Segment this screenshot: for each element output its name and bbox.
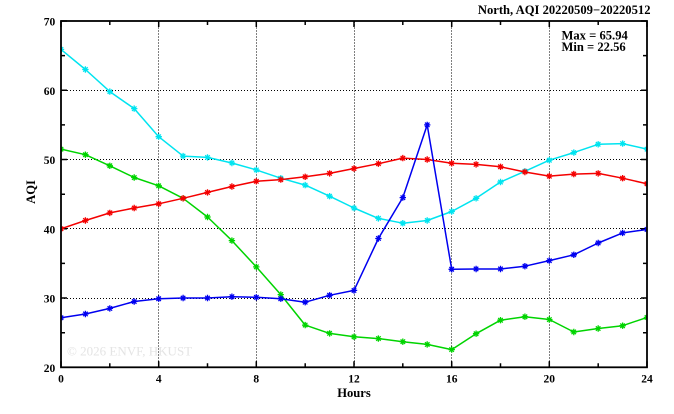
svg-text:North, AQI 20220509−20220512: North, AQI 20220509−20220512 [478, 3, 651, 17]
svg-text:Hours: Hours [337, 386, 371, 400]
svg-text:70: 70 [44, 17, 56, 29]
svg-text:20: 20 [544, 374, 556, 386]
svg-text:30: 30 [44, 294, 56, 306]
svg-text:AQI: AQI [24, 180, 38, 204]
svg-text:50: 50 [44, 155, 56, 167]
svg-text:0: 0 [58, 374, 64, 386]
svg-text:24: 24 [641, 374, 653, 386]
svg-text:8: 8 [253, 374, 259, 386]
svg-text:60: 60 [44, 86, 56, 98]
svg-text:40: 40 [44, 225, 56, 237]
svg-text:4: 4 [156, 374, 162, 386]
svg-text:20: 20 [44, 363, 56, 375]
svg-text:16: 16 [446, 374, 458, 386]
svg-text:Max = 65.94: Max = 65.94 [562, 29, 629, 43]
svg-text:Min = 22.56: Min = 22.56 [562, 40, 626, 54]
svg-text:12: 12 [348, 374, 360, 386]
svg-text:© 2026 ENVF, HKUST: © 2026 ENVF, HKUST [67, 344, 192, 359]
